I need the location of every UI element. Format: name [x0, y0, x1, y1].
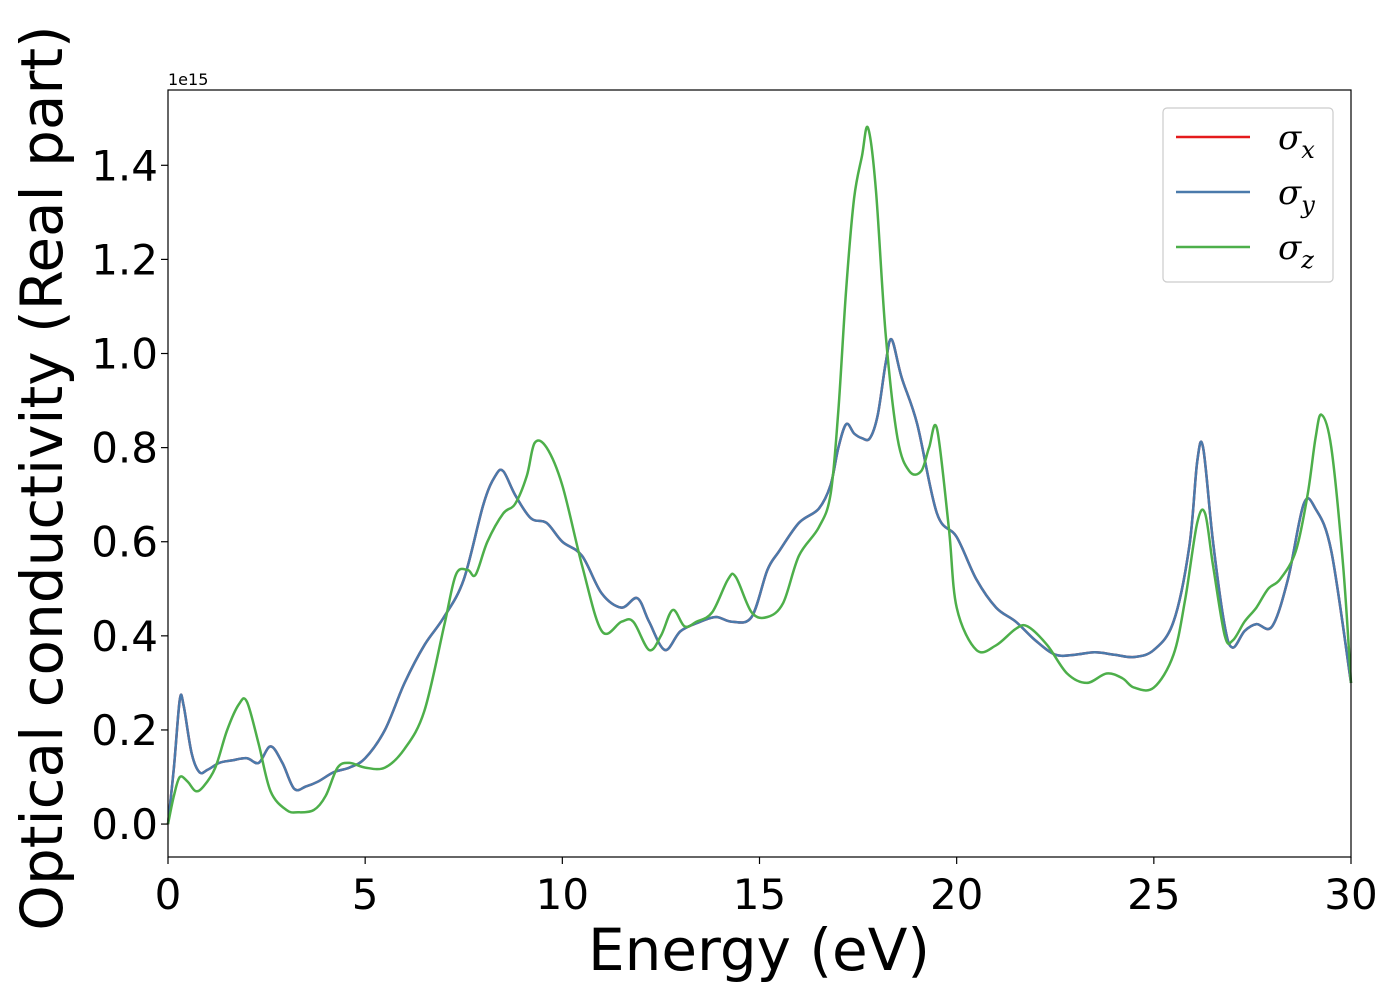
y-tick-label: 1.4 — [91, 141, 158, 190]
y-tick-label: 0.0 — [91, 800, 158, 849]
legend-label-sigma-z: σz — [1278, 228, 1314, 274]
y-offset-label: 1e15 — [168, 70, 208, 89]
y-axis-ticks: 0.0 0.2 0.4 0.6 0.8 1.0 1.2 1.4 — [91, 141, 168, 849]
x-axis-label: Energy (eV) — [588, 916, 930, 984]
y-tick-label: 1.0 — [91, 330, 158, 379]
y-tick-label: 0.2 — [91, 706, 158, 755]
legend: σx σy σz — [1162, 107, 1334, 283]
y-tick-label: 0.4 — [91, 612, 158, 661]
legend-label-sigma-y: σy — [1278, 173, 1315, 219]
series-layer — [166, 125, 1353, 825]
x-tick-label: 25 — [1127, 870, 1180, 919]
x-tick-label: 0 — [155, 870, 182, 919]
y-axis-label: Optical conductivity (Real part) — [8, 25, 76, 930]
y-tick-label: 0.6 — [91, 518, 158, 567]
x-tick-label: 5 — [352, 870, 379, 919]
x-tick-label: 10 — [536, 870, 589, 919]
y-tick-label: 0.8 — [91, 424, 158, 473]
legend-box — [1162, 107, 1334, 283]
x-tick-label: 30 — [1324, 870, 1377, 919]
x-tick-label: 15 — [733, 870, 786, 919]
legend-label-sigma-x: σx — [1278, 118, 1315, 164]
series-line-sigma-y — [166, 337, 1353, 825]
y-tick-label: 1.2 — [91, 235, 158, 284]
x-tick-label: 20 — [930, 870, 983, 919]
x-axis-ticks: 0 5 10 15 20 25 30 — [155, 857, 1378, 919]
series-line-sigma-z — [166, 125, 1353, 825]
